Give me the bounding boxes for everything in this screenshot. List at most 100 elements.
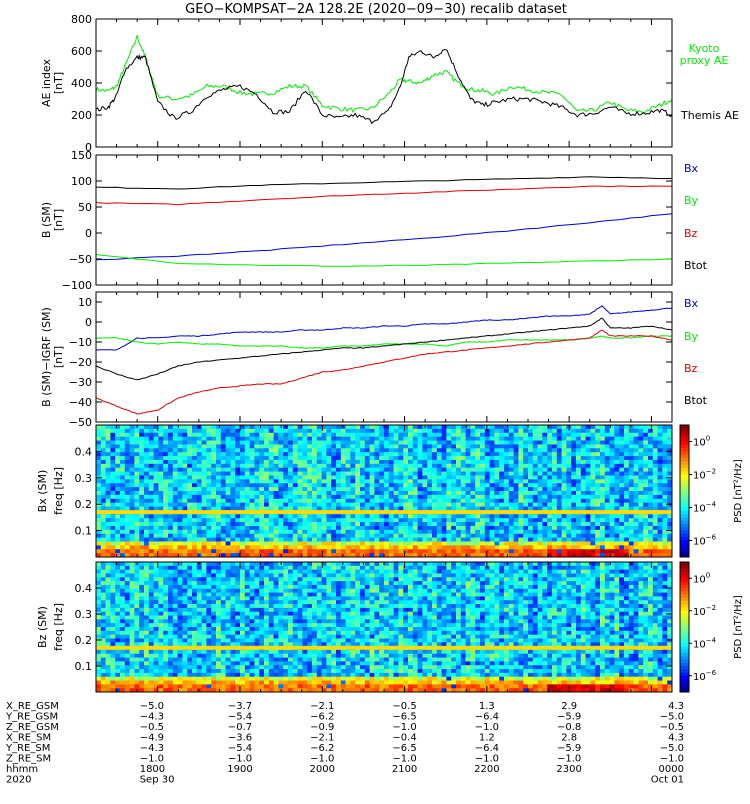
heatmap-cell [571,441,576,445]
heatmap-cell [499,468,504,472]
y-tick-label: 10 [78,296,92,309]
heatmap-cell [557,541,562,545]
heatmap-cell [365,499,370,503]
y-axis-unit: [nT] [52,346,65,368]
heatmap-cell [173,452,178,456]
heatmap-cell [202,452,207,456]
heatmap-cell [144,573,149,577]
heatmap-cell [134,522,139,526]
heatmap-cell [446,530,451,534]
heatmap-cell [101,464,106,468]
heatmap-cell [317,429,322,433]
heatmap-cell [653,441,658,445]
heatmap-cell [341,433,346,437]
heatmap-cell [648,468,653,472]
heatmap-cell [432,452,437,456]
heatmap-cell [422,514,427,518]
heatmap-cell [605,468,610,472]
heatmap-cell [283,437,288,441]
heatmap-cell [197,503,202,507]
heatmap-cell [139,677,144,681]
heatmap-cell [144,491,149,495]
heatmap-cell [197,441,202,445]
heatmap-cell [221,441,226,445]
heatmap-cell [442,487,447,491]
heatmap-cell [456,534,461,538]
heatmap-cell [360,538,365,542]
heatmap-cell [134,665,139,669]
heatmap-cell [226,514,231,518]
heatmap-cell [365,487,370,491]
heatmap-cell [499,425,504,429]
heatmap-cell [139,437,144,441]
heatmap-cell [101,650,106,654]
heatmap-cell [432,495,437,499]
heatmap-cell [485,514,490,518]
heatmap-cell [446,441,451,445]
heatmap-cell [634,545,639,549]
heatmap-cell [634,468,639,472]
heatmap-cell [518,534,523,538]
heatmap-cell [192,425,197,429]
heatmap-cell [106,499,111,503]
heatmap-cell [312,545,317,549]
heatmap-cell [178,441,183,445]
heatmap-cell [590,518,595,522]
heatmap-cell [451,522,456,526]
heatmap-cell [547,437,552,441]
heatmap-cell [389,437,394,441]
heatmap-cell [331,441,336,445]
heatmap-cell [269,452,274,456]
heatmap-cell [149,616,154,620]
heatmap-cell [178,460,183,464]
heatmap-cell [245,526,250,530]
heatmap-cell [523,437,528,441]
heatmap-cell [614,503,619,507]
heatmap-cell [514,541,519,545]
heatmap-cell [461,444,466,448]
heatmap-cell [240,487,245,491]
heatmap-cell [96,444,101,448]
heatmap-cell [586,541,591,545]
heatmap-cell [629,475,634,479]
heatmap-cell [600,444,605,448]
heatmap-cell [245,534,250,538]
heatmap-cell [110,472,115,476]
heatmap-cell [350,456,355,460]
heatmap-cell [614,448,619,452]
heatmap-cell [485,456,490,460]
heatmap-cell [298,468,303,472]
heatmap-cell [322,475,327,479]
heatmap-cell [547,472,552,476]
heatmap-cell [307,472,312,476]
heatmap-cell [278,452,283,456]
heatmap-cell [590,503,595,507]
heatmap-cell [624,448,629,452]
heatmap-cell [134,608,139,612]
heatmap-cell [538,499,543,503]
heatmap-cell [370,487,375,491]
heatmap-cell [163,503,168,507]
heatmap-cell [259,448,264,452]
heatmap-cell [206,545,211,549]
heatmap-cell [298,534,303,538]
heatmap-cell [326,534,331,538]
heatmap-cell [226,452,231,456]
heatmap-cell [163,581,168,585]
heatmap-cell [245,441,250,445]
heatmap-cell [418,487,423,491]
heatmap-cell [154,441,159,445]
heatmap-cell [456,503,461,507]
heatmap-cell [422,499,427,503]
heatmap-cell [182,495,187,499]
heatmap-cell [499,503,504,507]
heatmap-cell [110,479,115,483]
heatmap-cell [408,475,413,479]
heatmap-cell [211,460,216,464]
heatmap-cell [125,425,130,429]
heatmap-cell [518,472,523,476]
heatmap-cell [192,491,197,495]
heatmap-cell [662,483,667,487]
heatmap-cell [514,499,519,503]
